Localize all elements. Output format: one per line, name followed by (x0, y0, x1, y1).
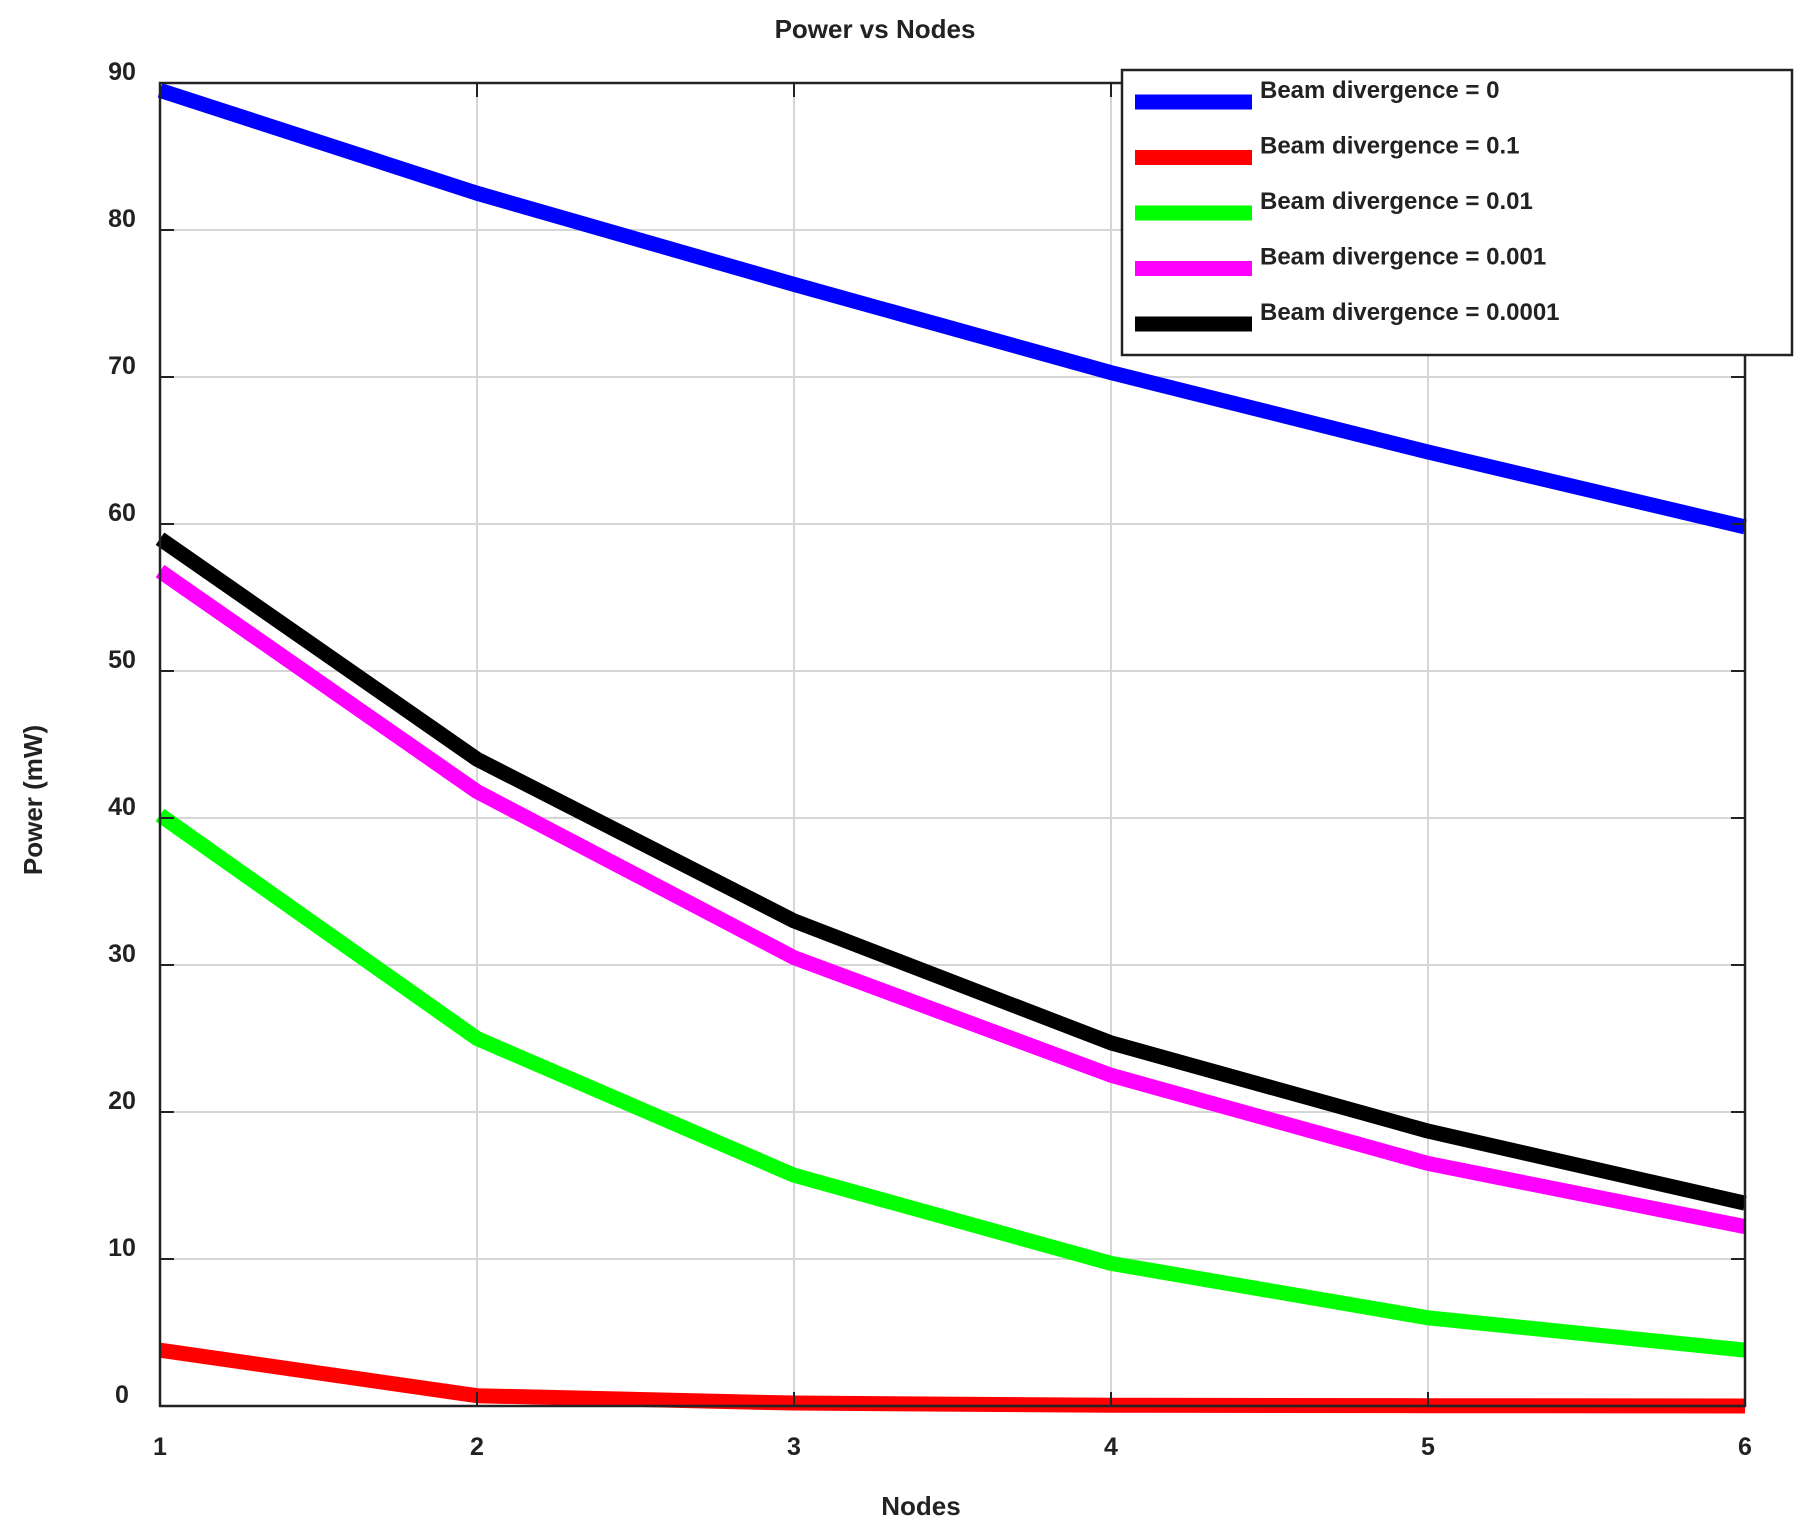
x-tick-label: 2 (470, 1433, 484, 1461)
y-tick-label: 60 (108, 499, 136, 527)
x-tick-label: 6 (1738, 1433, 1752, 1461)
legend-label: Beam divergence = 0.0001 (1260, 299, 1560, 326)
y-tick-label: 90 (108, 58, 136, 86)
series-line-4 (155, 532, 1747, 1211)
series-line-0 (157, 83, 1747, 535)
x-tick-label: 3 (787, 1433, 801, 1461)
y-tick-label: 20 (108, 1087, 136, 1115)
legend-label: Beam divergence = 0.001 (1260, 244, 1546, 271)
x-tick-label: 5 (1421, 1433, 1435, 1461)
grid (159, 82, 1746, 1407)
chart-title: Power vs Nodes (775, 14, 976, 44)
y-tick-label: 10 (108, 1234, 136, 1262)
series-line-3 (155, 564, 1747, 1235)
series-line-2 (155, 808, 1746, 1358)
legend-label: Beam divergence = 0.1 (1260, 133, 1519, 160)
x-axis-label: Nodes (881, 1491, 960, 1521)
y-axis-label: Power (mW) (18, 725, 48, 875)
legend: Beam divergence = 0 Beam divergence = 0.1… (1120, 68, 1794, 357)
series-lines (155, 83, 1747, 1414)
legend-label: Beam divergence = 0.01 (1260, 188, 1533, 215)
plot-frame (158, 81, 1747, 1408)
legend-label: Beam divergence = 0 (1260, 77, 1499, 104)
y-tick-label: 40 (108, 793, 136, 821)
y-tick-label: 50 (108, 646, 136, 674)
y-tick-label: 80 (108, 205, 136, 233)
y-tick-label: 30 (108, 940, 136, 968)
y-tick-label: 0 (115, 1381, 129, 1409)
x-tick-label: 4 (1104, 1433, 1118, 1461)
y-tick-label: 70 (108, 352, 136, 380)
x-tick-label: 1 (153, 1433, 167, 1461)
